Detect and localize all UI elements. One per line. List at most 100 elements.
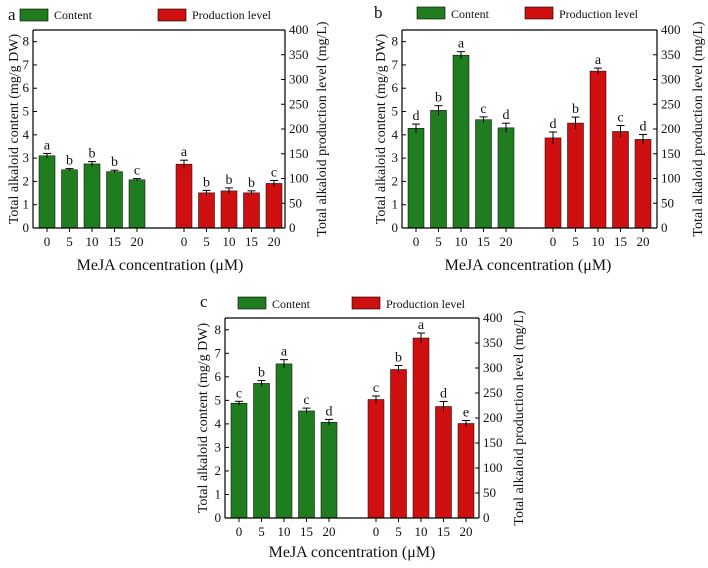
legend-swatch-production <box>351 296 381 310</box>
x-tick-label: 20 <box>131 234 144 249</box>
y-right-tick-label: 200 <box>661 121 681 136</box>
significance-label-content: d <box>326 404 333 419</box>
legend-label-content: Content <box>54 8 93 22</box>
x-tick-label: 10 <box>415 524 428 539</box>
significance-label-content: b <box>66 154 73 169</box>
bar-production <box>390 369 407 519</box>
x-tick-label: 0 <box>550 234 557 249</box>
legend-label-production: Production level <box>192 8 272 22</box>
bar-content <box>275 363 293 519</box>
y-left-tick-label: 5 <box>215 392 222 407</box>
bar-content <box>61 169 78 229</box>
y-right-tick-label: 50 <box>289 195 302 210</box>
y-right-tick-label: 150 <box>483 435 503 450</box>
bar-production <box>589 70 607 229</box>
y-left-axis-label: Total alkaloid content (mg/g DW) <box>7 34 22 225</box>
significance-label-production: a <box>418 318 425 333</box>
bar-content <box>298 410 315 519</box>
y-right-tick-label: 300 <box>483 360 503 375</box>
y-right-tick-label: 150 <box>661 146 681 161</box>
bar-production <box>198 192 215 229</box>
panel-letter: b <box>374 3 383 22</box>
significance-label-content: a <box>458 37 465 52</box>
significance-label-production: b <box>248 176 255 191</box>
panel-a: a Content Production levela0b5b10b15c20a0b… <box>7 5 330 274</box>
x-tick-label: 15 <box>614 234 627 249</box>
y-right-tick-label: 100 <box>289 171 309 186</box>
y-left-tick-label: 6 <box>23 80 30 95</box>
significance-label-production: b <box>226 173 233 188</box>
bar-content <box>106 171 123 229</box>
panel-b: b Content Production leveld0b5a10c15d20d0b… <box>374 3 706 274</box>
bar-production <box>567 122 584 229</box>
y-right-tick-label: 200 <box>483 410 503 425</box>
y-right-tick-label: 100 <box>483 460 503 475</box>
bar-production <box>435 406 452 519</box>
bar-content <box>320 421 338 519</box>
significance-label-content: a <box>281 345 288 360</box>
y-left-tick-label: 6 <box>392 80 399 95</box>
y-left-tick-label: 0 <box>392 220 399 235</box>
significance-label-content: d <box>413 109 420 124</box>
x-tick-label: 10 <box>592 234 605 249</box>
significance-label-production: d <box>550 117 557 132</box>
y-right-tick-label: 300 <box>661 72 681 87</box>
y-right-axis-label: Total alkaloid production level (mg/L) <box>691 21 706 237</box>
x-tick-label: 10 <box>86 234 99 249</box>
bar-production <box>367 399 385 519</box>
legend-label-production: Production level <box>386 297 466 311</box>
significance-label-content: c <box>236 386 242 401</box>
x-tick-label: 0 <box>44 234 51 249</box>
x-tick-label: 0 <box>413 234 420 249</box>
y-left-axis-label: Total alkaloid content (mg/g DW) <box>374 34 389 225</box>
y-right-tick-label: 400 <box>661 22 681 37</box>
y-right-tick-label: 350 <box>661 47 681 62</box>
y-left-tick-label: 3 <box>215 439 222 454</box>
x-tick-label: 20 <box>268 234 281 249</box>
y-left-tick-label: 5 <box>392 104 399 119</box>
significance-label-production: a <box>595 53 602 68</box>
significance-label-production: b <box>395 351 402 366</box>
x-tick-label: 15 <box>437 524 450 539</box>
y-right-tick-label: 0 <box>483 510 490 525</box>
y-left-tick-label: 7 <box>215 345 222 360</box>
y-left-tick-label: 4 <box>215 416 222 431</box>
x-tick-label: 0 <box>236 524 243 539</box>
panel-letter: a <box>8 5 16 24</box>
x-tick-label: 20 <box>460 524 473 539</box>
y-left-tick-label: 1 <box>392 197 399 212</box>
legend-label-production: Production level <box>559 7 639 21</box>
x-axis-label: MeJA concentration (μM) <box>445 257 612 274</box>
y-right-tick-label: 300 <box>289 72 309 87</box>
x-tick-label: 15 <box>477 234 490 249</box>
significance-label-content: b <box>435 91 442 106</box>
significance-label-content: d <box>503 108 510 123</box>
significance-label-production: c <box>271 165 277 180</box>
y-right-tick-label: 50 <box>661 195 674 210</box>
significance-label-content: c <box>134 164 140 179</box>
x-tick-label: 10 <box>223 234 236 249</box>
y-left-tick-label: 2 <box>23 173 30 188</box>
x-tick-label: 5 <box>435 234 442 249</box>
significance-label-production: d <box>640 119 647 134</box>
significance-label-production: d <box>440 387 447 402</box>
y-right-tick-label: 250 <box>483 385 503 400</box>
y-right-tick-label: 150 <box>289 146 309 161</box>
bar-production <box>612 131 629 229</box>
panel-letter: c <box>200 292 208 311</box>
bar-content <box>452 54 470 229</box>
y-left-tick-label: 8 <box>392 34 399 49</box>
bar-production <box>544 137 562 229</box>
bar-production <box>243 192 260 229</box>
x-tick-label: 20 <box>637 234 650 249</box>
y-left-tick-label: 8 <box>23 34 30 49</box>
y-left-tick-label: 2 <box>392 173 399 188</box>
bar-production <box>265 183 283 229</box>
y-left-tick-label: 0 <box>215 510 222 525</box>
significance-label-content: b <box>89 147 96 162</box>
y-left-tick-label: 3 <box>23 150 30 165</box>
x-tick-label: 5 <box>258 524 265 539</box>
y-left-tick-label: 1 <box>215 486 222 501</box>
x-tick-label: 0 <box>181 234 188 249</box>
significance-label-production: c <box>373 381 379 396</box>
